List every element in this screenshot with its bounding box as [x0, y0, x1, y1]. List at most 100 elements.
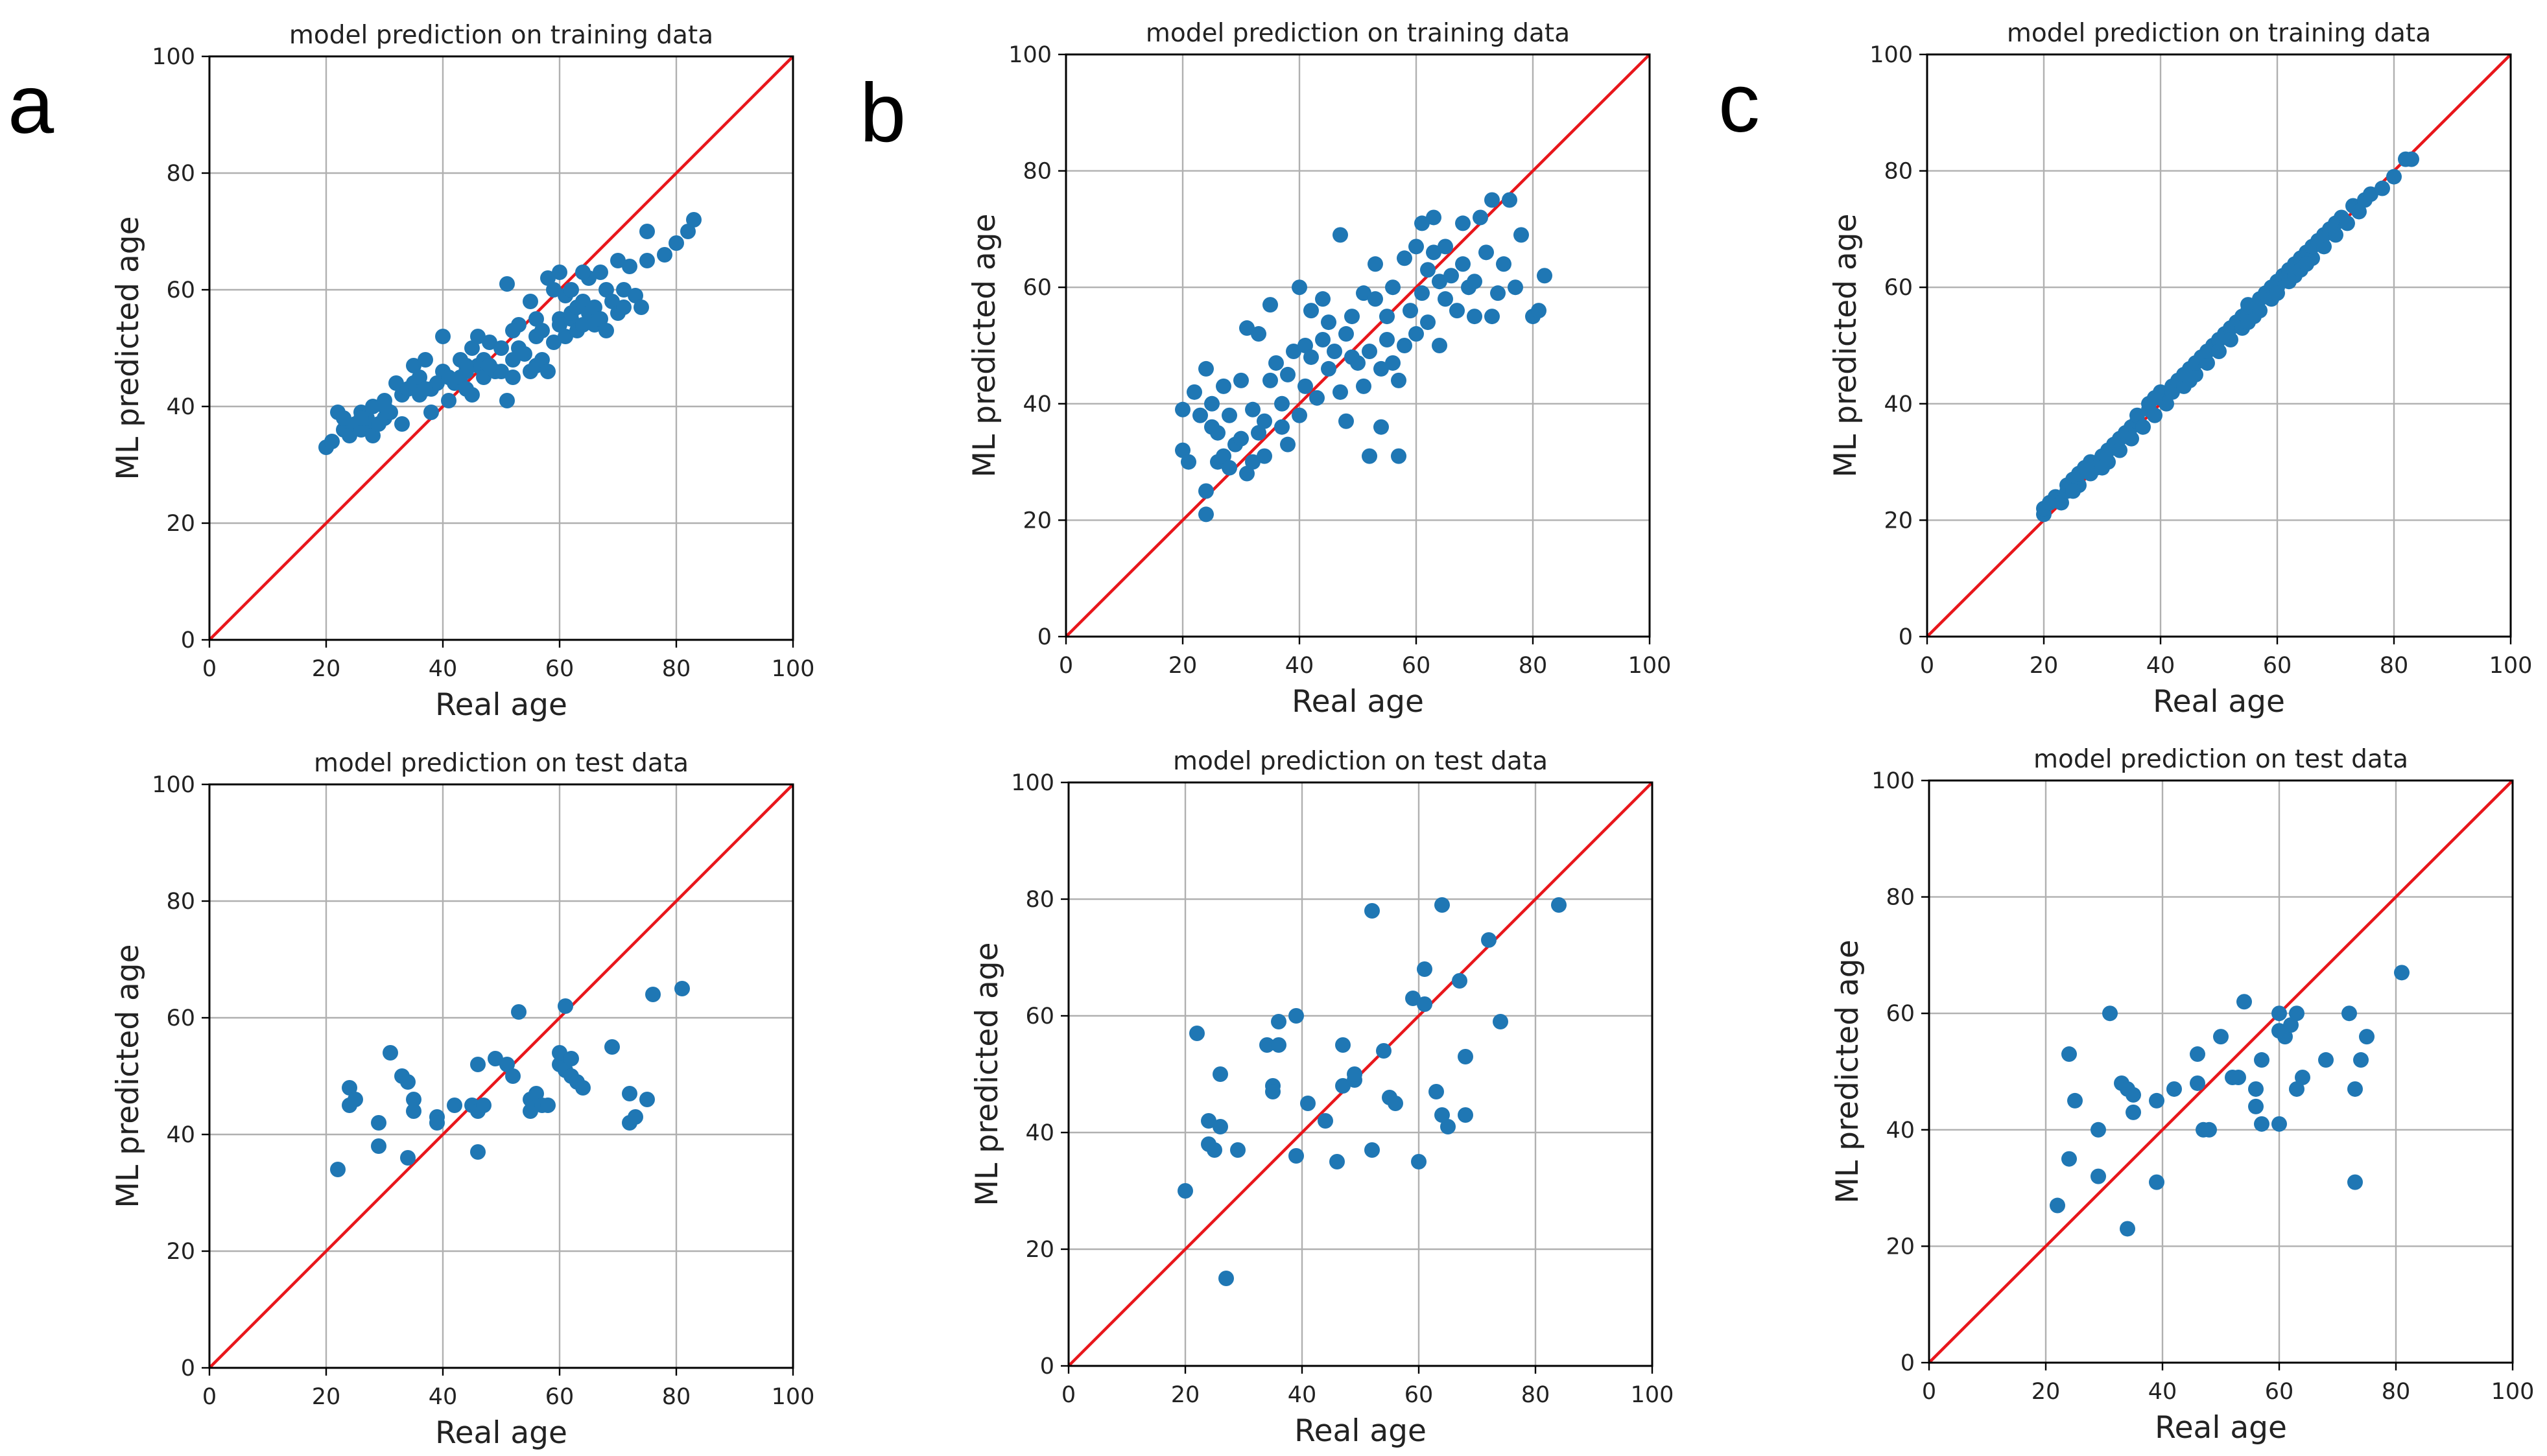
data-point [1391, 372, 1406, 388]
data-point [406, 1092, 421, 1107]
data-point [616, 282, 632, 298]
y-tick-label: 20 [1025, 1237, 1054, 1263]
data-point [1452, 973, 1467, 989]
data-point [1434, 1107, 1450, 1123]
chart-title: model prediction on test data [1173, 747, 1548, 776]
data-point [528, 311, 544, 327]
data-point [2328, 227, 2343, 243]
x-axis-label: Real age [2155, 1410, 2287, 1446]
data-point [1303, 349, 1319, 365]
data-point [1333, 384, 1348, 400]
data-point [1198, 506, 1214, 523]
data-point [2126, 1086, 2141, 1103]
x-tick-label: 100 [772, 656, 815, 682]
data-point [2318, 1052, 2334, 1068]
data-point [423, 405, 439, 420]
data-point [1210, 425, 1226, 441]
data-point [383, 1045, 398, 1061]
data-point [1218, 1271, 1234, 1286]
data-point [1335, 1078, 1351, 1094]
data-point [540, 270, 556, 286]
x-tick-label: 0 [202, 1384, 217, 1410]
x-tick-label: 20 [1168, 653, 1198, 679]
data-point [1397, 338, 1412, 353]
y-tick-label: 0 [1040, 1354, 1054, 1380]
data-point [371, 1138, 386, 1154]
data-point [1443, 268, 1459, 284]
y-axis-label: ML predicted age [969, 942, 1005, 1206]
axes-frame [1065, 53, 1651, 638]
data-point [464, 340, 480, 356]
chart-title: model prediction on training data [2007, 19, 2431, 48]
data-point [470, 1144, 486, 1160]
panel-label-b: b [860, 67, 906, 159]
data-point [377, 399, 392, 414]
x-axis-label: Real age [1292, 684, 1424, 720]
y-tick-label: 80 [166, 889, 195, 915]
data-point [1362, 343, 1377, 359]
data-point [1414, 215, 1430, 231]
y-tick-label: 80 [1884, 159, 1913, 185]
x-tick-label: 80 [2380, 653, 2409, 679]
data-point [528, 1086, 544, 1101]
data-point [1458, 1107, 1473, 1123]
data-point [1268, 355, 1284, 371]
chart-title: model prediction on training data [1146, 19, 1570, 48]
y-axis-label: ML predicted age [110, 216, 146, 480]
data-point [1257, 413, 1272, 429]
data-point [558, 998, 573, 1014]
data-point [546, 282, 562, 298]
x-tick-label: 80 [662, 1384, 691, 1410]
x-tick-label: 40 [429, 656, 458, 682]
data-point [1315, 291, 1331, 307]
chart-c-training: 0 20 40 60 80 100 0 20 40 60 80 100 model prediction… [1828, 19, 2532, 720]
data-point [470, 329, 486, 344]
data-point [499, 1057, 515, 1072]
data-point [645, 987, 661, 1002]
x-tick-label: 20 [2030, 653, 2059, 679]
data-point [1368, 291, 1383, 307]
data-point [1467, 274, 1482, 290]
data-point [2240, 314, 2256, 331]
y-tick-label: 60 [1025, 1004, 1054, 1029]
data-point [447, 1098, 462, 1113]
data-point [1420, 262, 1436, 278]
data-point [1455, 215, 1471, 231]
x-tick-label: 100 [2491, 1379, 2535, 1405]
data-point [1187, 384, 1202, 400]
data-point [1189, 1026, 1205, 1041]
data-point [1373, 419, 1389, 435]
y-tick-label: 40 [1884, 392, 1913, 417]
x-tick-label: 20 [1171, 1382, 1200, 1408]
y-tick-label: 0 [181, 1356, 195, 1381]
data-point [1379, 332, 1395, 348]
data-point [1271, 1037, 1286, 1053]
data-point [1245, 401, 1261, 417]
chart-title: model prediction on test data [314, 749, 689, 778]
data-point [429, 375, 445, 391]
data-point [634, 299, 649, 315]
data-point [1288, 1148, 1304, 1164]
x-tick-label: 20 [312, 1384, 341, 1410]
data-point [1508, 279, 1523, 296]
data-point [622, 259, 637, 274]
x-tick-label: 60 [2263, 653, 2292, 679]
data-point [1321, 360, 1336, 377]
data-point [523, 294, 538, 309]
data-point [616, 299, 632, 315]
x-tick-label: 0 [202, 656, 217, 682]
axes-frame [1926, 53, 2512, 638]
data-point [669, 235, 684, 251]
data-point [1192, 407, 1208, 423]
data-point [2190, 1046, 2205, 1063]
x-tick-label: 20 [2032, 1379, 2061, 1405]
y-tick-label: 80 [1886, 885, 1915, 911]
x-tick-label: 40 [1288, 1382, 1317, 1408]
data-point [1297, 378, 1313, 394]
data-point [1455, 256, 1471, 272]
data-point [1239, 320, 1255, 336]
data-point [1216, 448, 1231, 464]
chart-a-test: 0 20 40 60 80 100 0 20 40 60 80 100 model prediction… [110, 749, 814, 1451]
